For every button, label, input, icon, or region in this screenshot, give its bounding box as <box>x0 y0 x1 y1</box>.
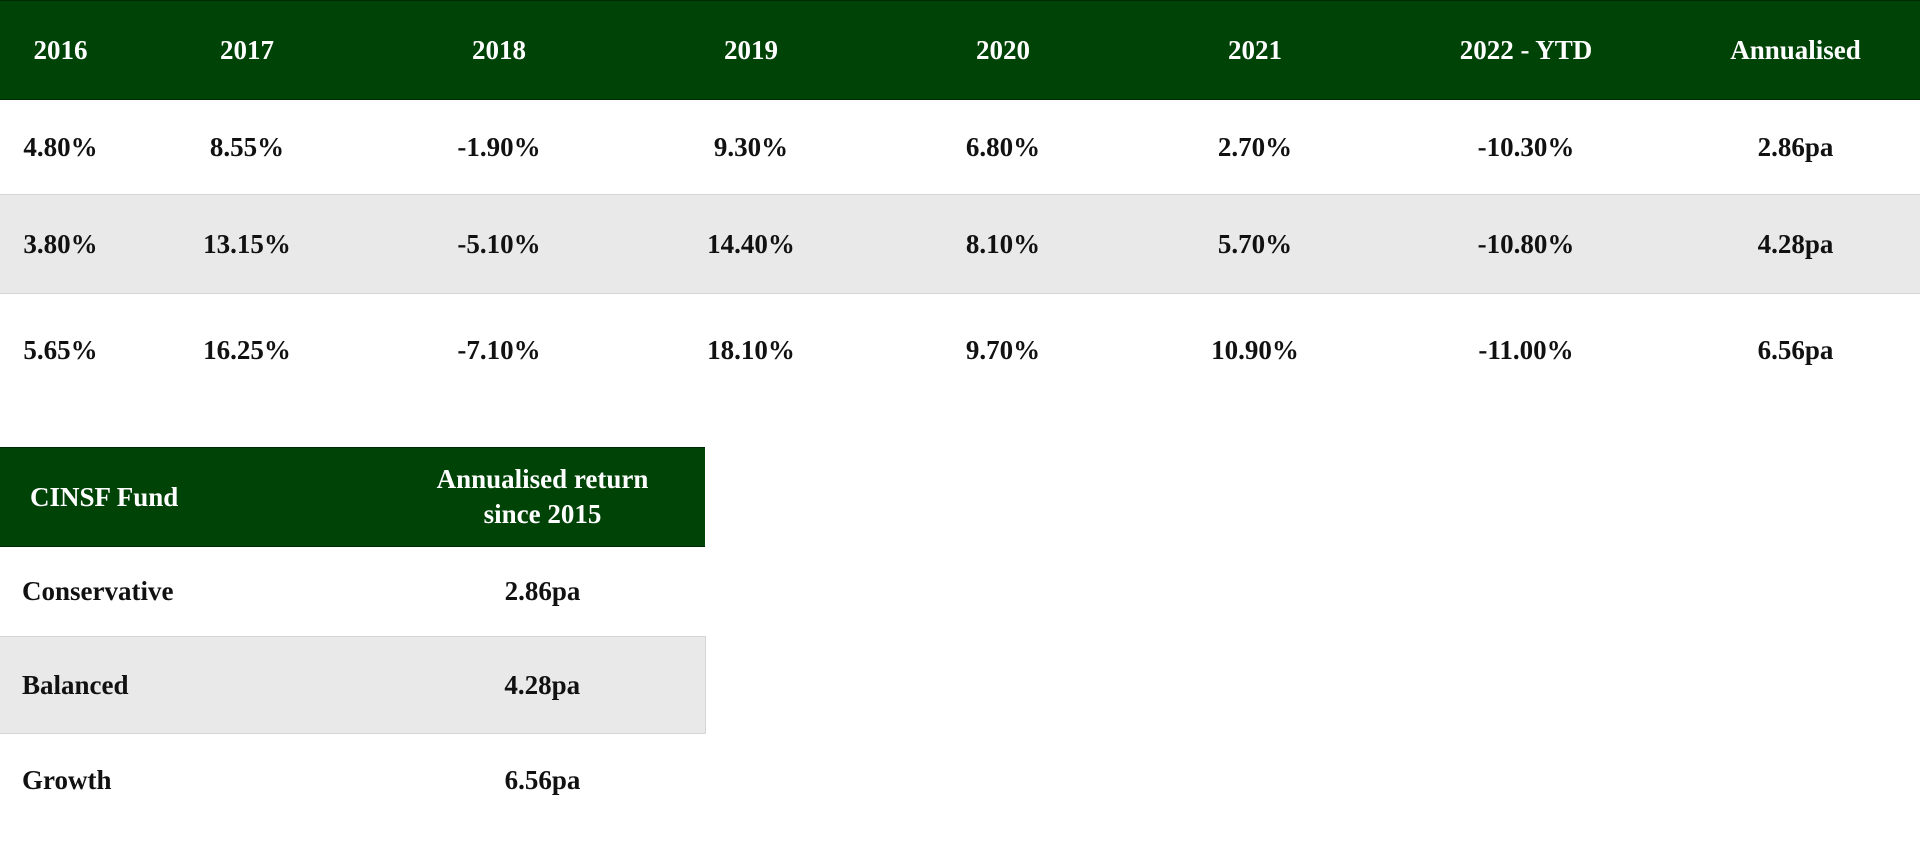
table-cell: 14.40% <box>625 194 877 294</box>
table-cell: 6.56pa <box>1757 334 1834 365</box>
column-header: 2020 <box>877 0 1129 100</box>
table-cell: 5.65% <box>23 334 98 365</box>
table-cell: 5.70% <box>1129 194 1381 294</box>
table-cell: 13.15% <box>121 194 373 294</box>
table-row: 3.80% 13.15% -5.10% 14.40% 8.10% 5.70% -… <box>0 194 1920 294</box>
fund-name-cell: Balanced <box>0 636 380 734</box>
annualised-return-table: CINSF Fund Annualised return since 2015 … <box>0 447 706 826</box>
table-cell: 4.80% <box>23 131 98 162</box>
annualised-return-cell: 4.28pa <box>380 636 706 734</box>
fund-name-cell: Conservative <box>22 576 174 606</box>
column-header: 2019 <box>625 0 877 100</box>
table-row: 5.65% 16.25% -7.10% 18.10% 9.70% 10.90% … <box>0 294 1920 407</box>
return-header-line-2: since 2015 <box>483 499 602 529</box>
table-cell: 9.70% <box>965 334 1041 365</box>
column-header: 2021 <box>1129 0 1381 100</box>
table-cell: 8.10% <box>877 194 1129 294</box>
table-cell: -1.90% <box>457 131 541 162</box>
column-header: 2016 <box>0 0 121 100</box>
table-row: Conservative 2.86pa <box>0 547 705 637</box>
fund-column-header: CINSF Fund <box>0 447 380 547</box>
annualised-return-cell: 6.56pa <box>504 764 581 795</box>
table-row: 4.80% 8.55% -1.90% 9.30% 6.80% 2.70% -10… <box>0 100 1920 195</box>
table-cell: 3.80% <box>0 194 121 294</box>
table-cell: 16.25% <box>203 334 291 365</box>
table-cell: 6.80% <box>965 131 1041 162</box>
return-column-header: Annualised return since 2015 <box>380 447 705 547</box>
table-cell: 10.90% <box>1211 334 1299 365</box>
column-header: 2017 <box>121 0 373 100</box>
fund-name-cell: Growth <box>22 764 112 795</box>
table-cell: -10.80% <box>1381 194 1671 294</box>
returns-header-row: 2016 2017 2018 2019 2020 2021 2022 - YTD… <box>0 0 1920 100</box>
return-header-line-1: Annualised return <box>436 464 649 494</box>
column-header: Annualised <box>1671 0 1920 100</box>
table-cell: 2.70% <box>1217 131 1293 162</box>
table-cell: -5.10% <box>373 194 625 294</box>
table-row: Balanced 4.28pa <box>0 636 706 734</box>
annualised-header-row: CINSF Fund Annualised return since 2015 <box>0 447 705 547</box>
table-cell: 18.10% <box>707 334 795 365</box>
table-cell: 8.55% <box>209 131 285 162</box>
table-cell: 9.30% <box>713 131 789 162</box>
table-row: Growth 6.56pa <box>0 734 705 827</box>
table-cell: 2.86pa <box>1757 131 1834 162</box>
column-header: 2022 - YTD <box>1381 0 1671 100</box>
table-cell: -7.10% <box>457 334 541 365</box>
table-cell: -11.00% <box>1478 334 1574 365</box>
table-cell: -10.30% <box>1477 131 1575 162</box>
column-header: 2018 <box>373 0 625 100</box>
returns-table: 2016 2017 2018 2019 2020 2021 2022 - YTD… <box>0 0 1920 406</box>
annualised-return-cell: 2.86pa <box>504 576 581 606</box>
table-cell: 4.28pa <box>1671 194 1920 294</box>
